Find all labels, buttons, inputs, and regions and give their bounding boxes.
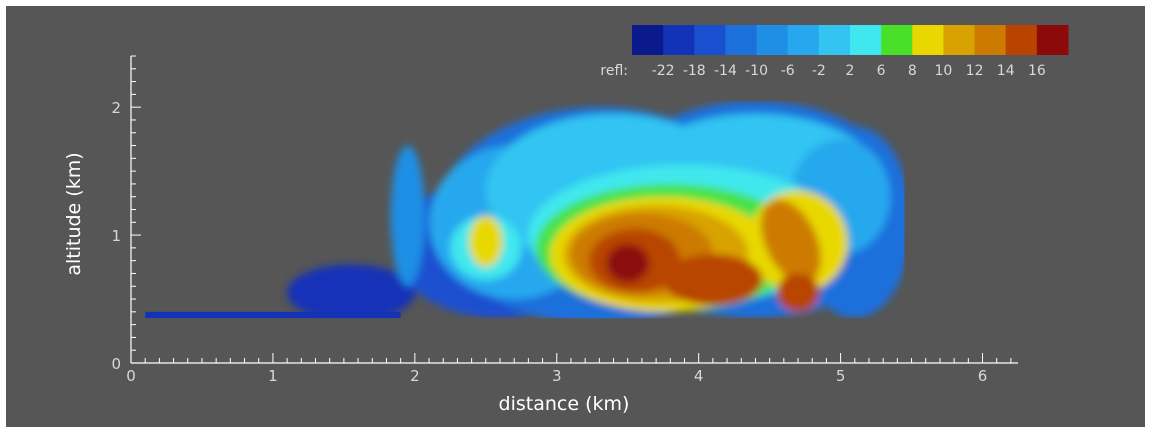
colorbar-swatch bbox=[974, 25, 1007, 55]
colorbar-tick-label: -18 bbox=[683, 63, 706, 79]
colorbar-swatch bbox=[787, 25, 820, 55]
x-tick-label: 4 bbox=[694, 367, 704, 385]
echo-region bbox=[761, 199, 821, 284]
colorbar-tick-label: -2 bbox=[812, 63, 826, 79]
y-axis-title: altitude (km) bbox=[63, 152, 85, 275]
colorbar-tick-label: 14 bbox=[997, 63, 1015, 79]
colorbar-tick-label: 12 bbox=[966, 63, 984, 79]
echo-region bbox=[776, 273, 820, 312]
colorbar-tick-label: 16 bbox=[1028, 63, 1046, 79]
x-axis-title: distance (km) bbox=[499, 393, 630, 415]
colorbar-tick-label: -10 bbox=[745, 63, 768, 79]
y-tick-label: 2 bbox=[111, 99, 121, 117]
colorbar: refl: -22 -18 -14 -10 -6 -2 2 6 8 10 12 14 16 bbox=[600, 25, 1069, 79]
colorbar-label: refl: bbox=[600, 63, 628, 79]
colorbar-swatch bbox=[632, 25, 664, 55]
colorbar-tick-label: 2 bbox=[846, 63, 855, 79]
y-tick-label: 0 bbox=[111, 355, 121, 373]
colorbar-swatch bbox=[943, 25, 976, 55]
colorbar-tick-label: -14 bbox=[714, 63, 737, 79]
colorbar-tick-label: 10 bbox=[935, 63, 953, 79]
x-tick-label: 1 bbox=[268, 367, 278, 385]
x-tick-label: 6 bbox=[978, 367, 988, 385]
echo-region bbox=[468, 215, 503, 268]
colorbar-tick-label: -22 bbox=[652, 63, 675, 79]
colorbar-tick-label: 8 bbox=[908, 63, 917, 79]
echo-region bbox=[287, 264, 415, 321]
colorbar-swatch bbox=[912, 25, 944, 55]
colorbar-swatch bbox=[663, 25, 695, 55]
colorbar-swatch bbox=[850, 25, 882, 55]
x-tick-label: 3 bbox=[552, 367, 562, 385]
x-tick-label: 2 bbox=[410, 367, 420, 385]
colorbar-swatch bbox=[1005, 25, 1038, 55]
colorbar-tick-label: 6 bbox=[877, 63, 886, 79]
x-tick-label: 5 bbox=[836, 367, 846, 385]
colorbar-tick-label: -6 bbox=[781, 63, 795, 79]
colorbar-swatch bbox=[694, 25, 726, 55]
echo-region bbox=[606, 244, 650, 283]
x-tick-label: 0 bbox=[126, 367, 136, 385]
reflectivity-contours bbox=[287, 100, 912, 324]
echo-region bbox=[663, 254, 763, 306]
echo-region bbox=[145, 311, 401, 319]
echo-right-mask bbox=[904, 56, 1026, 324]
echo-bottom-mask bbox=[126, 318, 1026, 324]
colorbar-swatch bbox=[881, 25, 913, 55]
colorbar-swatch bbox=[725, 25, 758, 55]
colorbar-swatch bbox=[818, 25, 851, 55]
colorbar-swatch bbox=[756, 25, 789, 55]
echo-top-mask bbox=[126, 56, 1026, 101]
colorbar-swatch bbox=[1036, 25, 1069, 55]
y-tick-label: 1 bbox=[111, 227, 121, 245]
reflectivity-field bbox=[126, 56, 1026, 324]
echo-region bbox=[390, 145, 425, 287]
